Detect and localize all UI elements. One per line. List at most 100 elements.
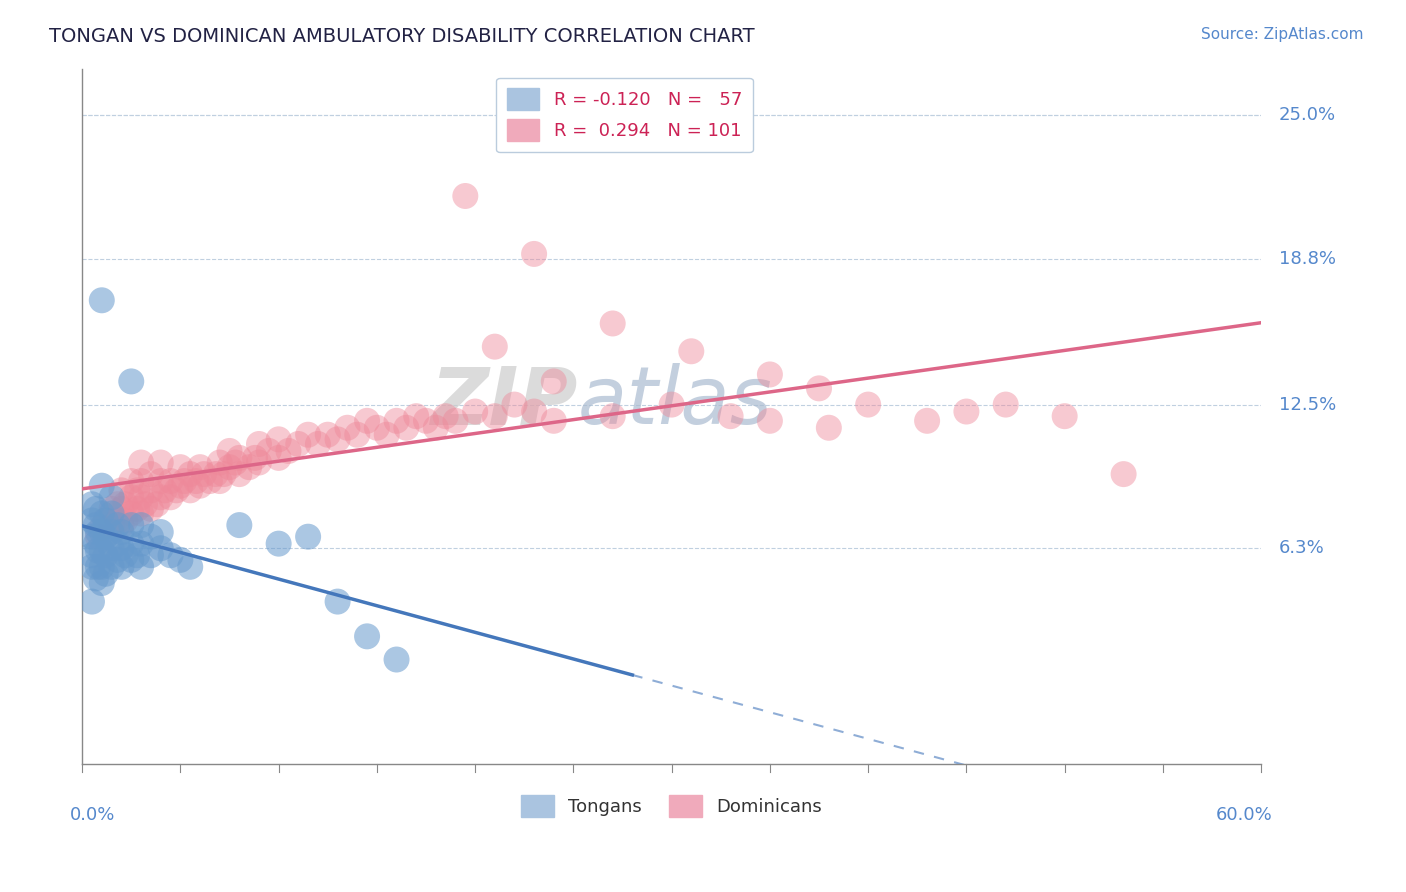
Point xyxy=(94,513,117,527)
Point xyxy=(84,536,107,550)
Point xyxy=(80,530,103,544)
Point xyxy=(228,467,250,482)
Text: TONGAN VS DOMINICAN AMBULATORY DISABILITY CORRELATION CHART: TONGAN VS DOMINICAN AMBULATORY DISABILIT… xyxy=(49,27,755,45)
Point xyxy=(484,409,506,424)
Point xyxy=(129,536,152,550)
Point xyxy=(277,444,299,458)
Text: 25.0%: 25.0% xyxy=(1279,106,1336,124)
Point xyxy=(356,629,378,643)
Point xyxy=(107,536,129,550)
Point xyxy=(129,518,152,533)
Point xyxy=(267,433,290,447)
Point xyxy=(120,375,142,389)
Point xyxy=(110,541,132,556)
Point xyxy=(120,518,142,533)
Point xyxy=(415,414,437,428)
Point xyxy=(316,427,339,442)
Point xyxy=(94,566,117,581)
Point xyxy=(602,317,624,331)
Point xyxy=(759,368,782,382)
Point xyxy=(169,479,191,493)
Point xyxy=(179,559,201,574)
Text: 12.5%: 12.5% xyxy=(1279,395,1336,414)
Point xyxy=(543,375,565,389)
Point xyxy=(297,427,319,442)
Point xyxy=(208,456,231,470)
Point xyxy=(110,524,132,539)
Point xyxy=(720,409,742,424)
Point xyxy=(129,456,152,470)
Point xyxy=(385,414,408,428)
Point xyxy=(149,524,172,539)
Point xyxy=(100,559,122,574)
Point xyxy=(602,409,624,424)
Point xyxy=(503,398,526,412)
Point xyxy=(110,483,132,498)
Point xyxy=(139,483,162,498)
Point xyxy=(955,404,977,418)
Point xyxy=(184,474,207,488)
Point xyxy=(139,501,162,516)
Point xyxy=(224,456,246,470)
Point xyxy=(107,513,129,527)
Point xyxy=(484,340,506,354)
Point xyxy=(153,483,176,498)
Point xyxy=(84,571,107,585)
Point xyxy=(129,491,152,505)
Point xyxy=(129,474,152,488)
Point xyxy=(169,460,191,475)
Point xyxy=(139,548,162,562)
Point xyxy=(208,474,231,488)
Point xyxy=(356,414,378,428)
Point xyxy=(326,594,349,608)
Point xyxy=(188,479,211,493)
Point xyxy=(661,398,683,412)
Point xyxy=(297,530,319,544)
Point xyxy=(375,427,398,442)
Point xyxy=(110,501,132,516)
Point xyxy=(425,421,447,435)
Text: 60.0%: 60.0% xyxy=(1216,805,1272,823)
Point xyxy=(114,497,136,511)
Point xyxy=(346,427,368,442)
Point xyxy=(80,548,103,562)
Point xyxy=(247,437,270,451)
Point xyxy=(107,497,129,511)
Point xyxy=(267,536,290,550)
Point xyxy=(915,414,938,428)
Point xyxy=(1053,409,1076,424)
Point xyxy=(326,433,349,447)
Point xyxy=(149,541,172,556)
Point xyxy=(90,543,112,558)
Point xyxy=(188,460,211,475)
Point xyxy=(80,594,103,608)
Text: atlas: atlas xyxy=(578,363,772,442)
Point xyxy=(100,541,122,556)
Point xyxy=(127,548,149,562)
Point xyxy=(1112,467,1135,482)
Point xyxy=(464,404,486,418)
Point xyxy=(80,559,103,574)
Point xyxy=(107,553,129,567)
Point xyxy=(159,548,181,562)
Point xyxy=(114,548,136,562)
Point xyxy=(434,409,457,424)
Point xyxy=(134,497,156,511)
Point xyxy=(267,450,290,465)
Point xyxy=(120,474,142,488)
Legend: Tongans, Dominicans: Tongans, Dominicans xyxy=(515,788,830,824)
Point xyxy=(100,518,122,533)
Point xyxy=(146,497,169,511)
Point xyxy=(166,483,188,498)
Point xyxy=(523,247,546,261)
Point xyxy=(681,344,703,359)
Point xyxy=(212,467,235,482)
Point xyxy=(336,421,359,435)
Point xyxy=(759,414,782,428)
Point xyxy=(84,518,107,533)
Text: 18.8%: 18.8% xyxy=(1279,250,1336,268)
Point xyxy=(395,421,418,435)
Point xyxy=(90,524,112,539)
Point xyxy=(856,398,879,412)
Point xyxy=(120,507,142,521)
